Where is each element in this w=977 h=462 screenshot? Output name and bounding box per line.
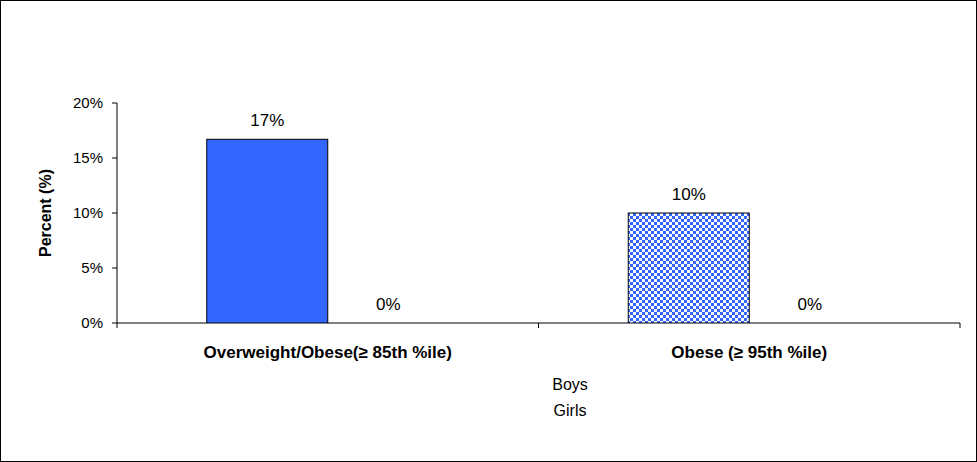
chart-svg: 0% 5% 10% 15% 20% Percent (%) Overweight/Obese… bbox=[0, 0, 977, 462]
data-label: 0% bbox=[376, 295, 401, 314]
y-tick-label: 15% bbox=[73, 149, 103, 166]
legend: Boys Girls bbox=[552, 376, 588, 419]
x-tick-label: Obese (≥ 95th %ile) bbox=[671, 343, 827, 362]
y-tick bbox=[112, 323, 117, 324]
bar bbox=[628, 213, 749, 323]
y-tick-label: 10% bbox=[73, 204, 103, 221]
data-label: 10% bbox=[672, 185, 706, 204]
data-labels: 17% 10% 0% 0% bbox=[250, 111, 822, 314]
bars bbox=[207, 139, 750, 323]
legend-entry: Girls bbox=[554, 402, 587, 419]
chart-container: 0% 5% 10% 15% 20% Percent (%) Overweight/Obese… bbox=[0, 0, 977, 462]
x-category-boundary bbox=[960, 323, 961, 328]
data-label: 17% bbox=[250, 111, 284, 130]
chart-frame bbox=[1, 1, 977, 462]
x-category-boundary bbox=[538, 323, 539, 328]
y-tick bbox=[112, 268, 117, 269]
bar bbox=[207, 139, 328, 323]
bar bbox=[749, 323, 870, 324]
y-tick bbox=[112, 158, 117, 159]
data-label: 0% bbox=[797, 295, 822, 314]
x-category-boundary bbox=[117, 323, 118, 328]
y-tick-label: 5% bbox=[81, 259, 103, 276]
legend-entry: Boys bbox=[552, 376, 588, 393]
y-tick bbox=[112, 103, 117, 104]
y-axis-label: Percent (%) bbox=[37, 169, 54, 257]
y-tick-label: 20% bbox=[73, 94, 103, 111]
y-tick-label: 0% bbox=[81, 314, 103, 331]
bar bbox=[328, 323, 449, 324]
y-tick bbox=[112, 213, 117, 214]
x-tick-label: Overweight/Obese(≥ 85th %ile) bbox=[204, 343, 452, 362]
